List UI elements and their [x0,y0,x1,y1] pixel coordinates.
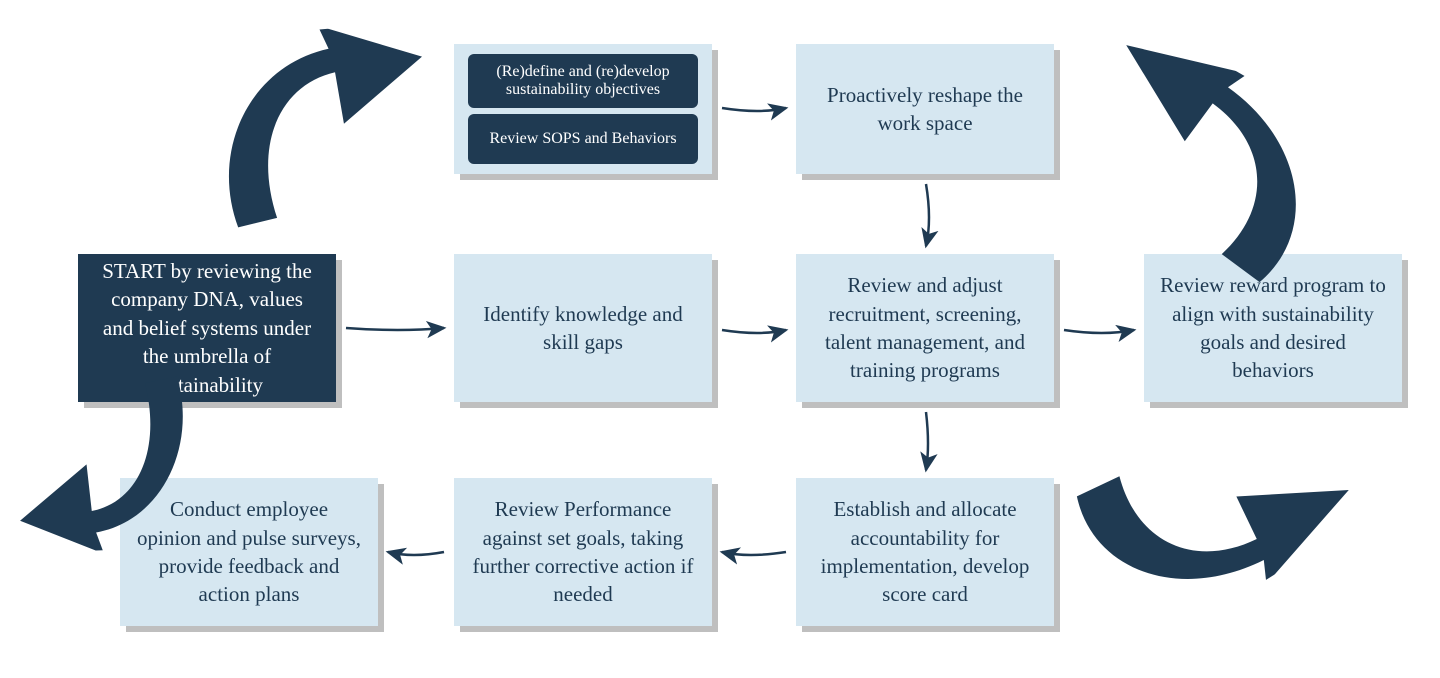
node-redefine-inner-2-text: Review SOPS and Behaviors [489,130,676,148]
arrow-a_perf_surveys [388,552,444,555]
node-redefine-inner-1-text: (Re)define and (re)develop sustainabilit… [478,63,688,99]
big-arrow-mid-right [1050,365,1366,655]
node-performance-text: Review Performance against set goals, ta… [470,495,696,608]
node-review-adjust: Review and adjust recruitment, screening… [796,254,1054,402]
node-review-adjust-text: Review and adjust recruitment, screening… [812,271,1038,384]
node-reshape-text: Proactively reshape the work space [812,81,1038,138]
arrow-a_redefine_reshape [722,108,786,111]
node-redefine-inner-1: (Re)define and (re)develop sustainabilit… [468,54,698,108]
flowchart-canvas: START by reviewing the company DNA, valu… [0,0,1440,678]
node-reshape: Proactively reshape the work space [796,44,1054,174]
node-performance: Review Performance against set goals, ta… [454,478,712,626]
node-accountability: Establish and allocate accountability fo… [796,478,1054,626]
node-identify: Identify knowledge and skill gaps [454,254,712,402]
arrow-a_review_down [926,412,928,470]
node-redefine-inner-2: Review SOPS and Behaviors [468,114,698,164]
arrow-a_review_reward [1064,330,1134,333]
big-arrow-top-left [200,21,437,239]
big-arrow-bottom-left [15,367,201,553]
arrow-a_reshape_down [926,184,929,246]
arrow-a_acc_perf [722,552,786,555]
arrow-a_start_identify [346,328,444,330]
arrow-a_identify_review [722,330,786,333]
node-accountability-text: Establish and allocate accountability fo… [812,495,1038,608]
node-identify-text: Identify knowledge and skill gaps [470,300,696,357]
